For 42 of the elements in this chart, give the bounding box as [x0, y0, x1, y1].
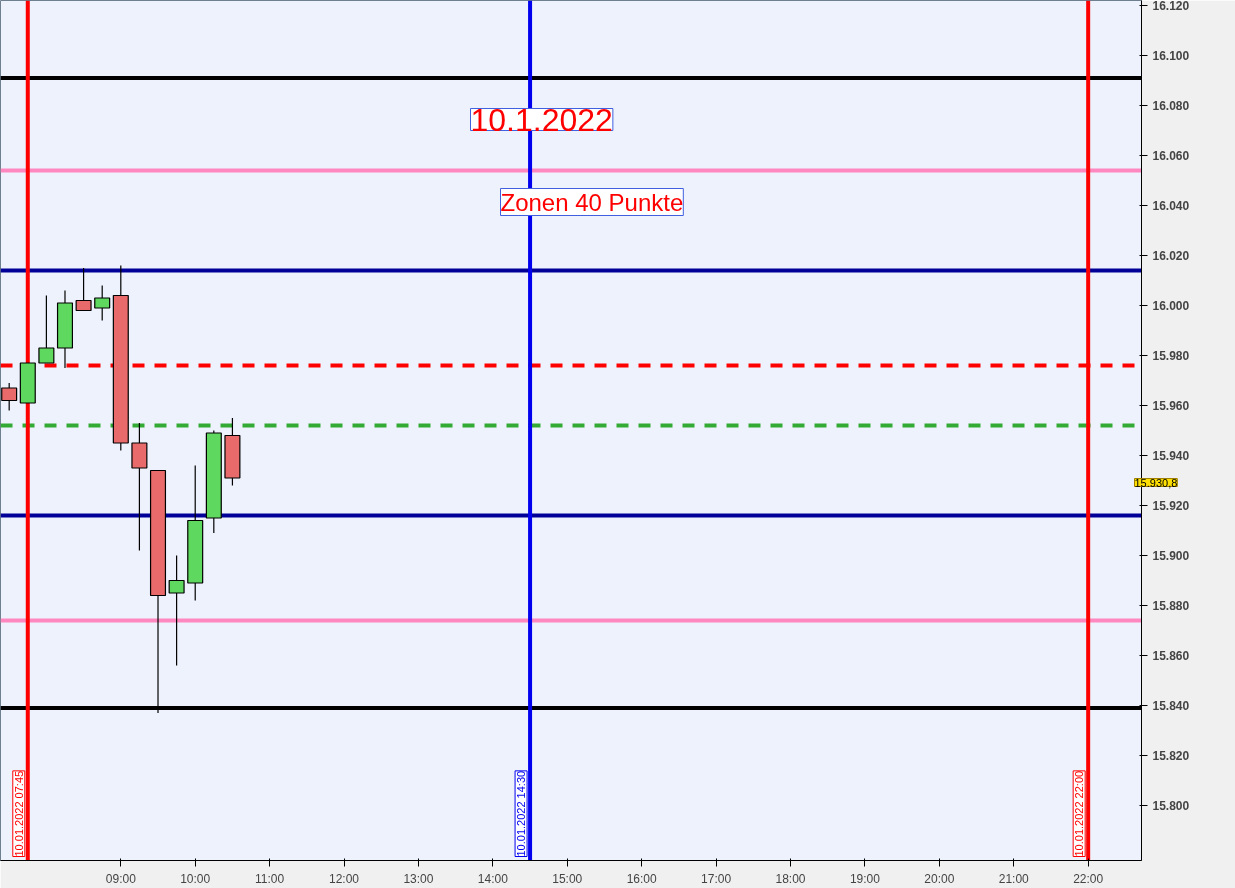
ref-line-label: 10.01.2022 07:45	[12, 770, 25, 857]
x-tick-label: 20:00	[924, 871, 955, 886]
y-tick-label: 16.060	[1152, 149, 1190, 163]
annotation: Zonen 40 Punkte	[500, 188, 684, 216]
x-tick-label: 09:00	[105, 871, 137, 886]
x-tick-label: 21:00	[998, 871, 1030, 886]
x-tick-label: 18:00	[775, 871, 806, 886]
y-tick-label: 15.920	[1152, 499, 1190, 513]
y-tick-label: 16.120	[1152, 0, 1190, 13]
y-tick-label: 15.940	[1152, 449, 1190, 463]
y-tick-label: 15.800	[1152, 799, 1190, 813]
x-tick-label: 19:00	[849, 871, 881, 886]
x-tick-label: 14:00	[477, 871, 509, 886]
x-tick-label: 12:00	[329, 871, 360, 886]
candlestick	[1, 382, 18, 412]
x-tick-label: 22:00	[1073, 871, 1104, 886]
candlestick	[75, 267, 92, 312]
y-tick-label: 15.880	[1152, 599, 1190, 613]
ref-line-label: 10.01.2022 22:00	[1073, 770, 1086, 857]
y-tick-label: 16.100	[1152, 49, 1190, 63]
y-tick-label: 16.040	[1152, 199, 1190, 213]
y-tick-label: 15.840	[1152, 699, 1190, 713]
y-tick-label: 16.020	[1152, 249, 1190, 263]
annotation: 15.930,8	[1134, 476, 1178, 489]
x-tick-label: 17:00	[701, 871, 732, 886]
y-tick-label: 16.000	[1152, 299, 1190, 313]
annotation: 10.1.2022	[470, 101, 613, 138]
x-tick-label: 11:00	[255, 871, 285, 886]
x-tick-label: 13:00	[403, 871, 434, 886]
ref-line-label: 10.01.2022 14:30	[515, 770, 528, 857]
y-tick-label: 15.960	[1152, 399, 1190, 413]
x-tick-label: 15:00	[552, 871, 583, 886]
y-tick-label: 15.820	[1152, 749, 1190, 763]
candlestick	[168, 554, 185, 667]
y-tick-label: 15.900	[1152, 549, 1190, 563]
y-tick-label: 15.980	[1152, 349, 1190, 363]
candlestick	[38, 294, 55, 364]
x-tick-label: 10:00	[180, 871, 211, 886]
x-tick-label: 16:00	[626, 871, 658, 886]
y-tick-label: 16.080	[1152, 99, 1190, 113]
y-tick-label: 15.860	[1152, 649, 1190, 663]
candlestick	[94, 284, 111, 322]
